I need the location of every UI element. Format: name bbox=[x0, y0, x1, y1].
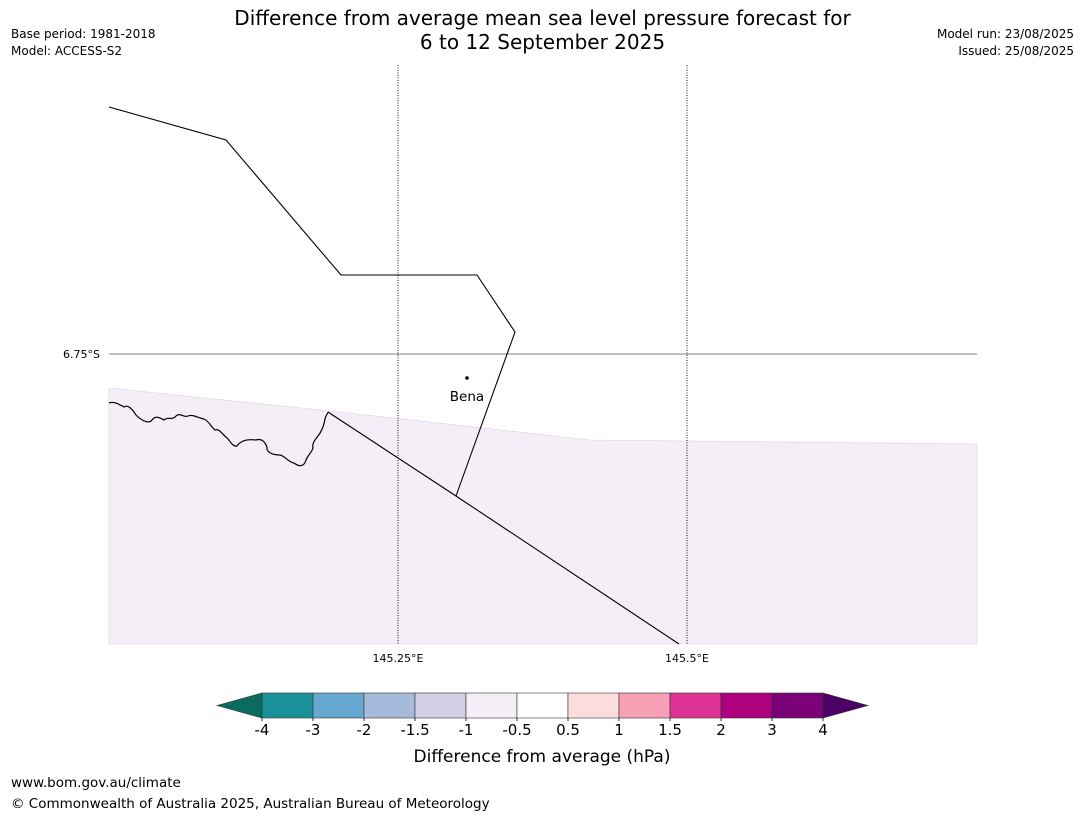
colorbar-tick-label: -1.5 bbox=[400, 721, 429, 739]
map-title: Difference from average mean sea level p… bbox=[0, 6, 1085, 54]
colorbar-tick-label: 2 bbox=[716, 721, 726, 739]
colorbar-swatch bbox=[720, 692, 773, 719]
colorbar-swatch bbox=[567, 692, 620, 719]
latitude-label: 6.75°S bbox=[63, 348, 100, 361]
colorbar-swatch bbox=[516, 692, 569, 719]
colorbar-swatch bbox=[618, 692, 671, 719]
province-boundary bbox=[327, 411, 680, 645]
colorbar-swatch bbox=[771, 692, 824, 719]
colorbar-tick-label: -0.5 bbox=[502, 721, 531, 739]
model-text: Model: ACCESS-S2 bbox=[11, 44, 123, 58]
colorbar-tick-label: -2 bbox=[357, 721, 372, 739]
longitude-label-145-25: 145.25°E bbox=[373, 652, 424, 665]
colorbar-swatch bbox=[669, 692, 722, 719]
colorbar-tick-label: -3 bbox=[306, 721, 321, 739]
map-panel: Bena 6.75°S 145.25°E 145.5°E bbox=[63, 65, 978, 665]
bena-marker bbox=[465, 376, 469, 380]
footer-url: www.bom.gov.au/climate bbox=[11, 775, 181, 791]
colorbar-tick-label: -4 bbox=[255, 721, 270, 739]
colorbar-extend-low bbox=[215, 692, 263, 719]
longitude-label-145-5: 145.5°E bbox=[665, 652, 709, 665]
title-line-1: Difference from average mean sea level p… bbox=[234, 6, 851, 30]
footer-copyright: © Commonwealth of Australia 2025, Austra… bbox=[11, 796, 490, 812]
anomaly-shading bbox=[108, 387, 978, 645]
run-info: Model run: 23/08/2025 Issued: 25/08/2025 bbox=[937, 26, 1074, 60]
colorbar-tick-label: -1 bbox=[459, 721, 474, 739]
colorbar-swatch bbox=[465, 692, 518, 719]
colorbar-tick-label: 3 bbox=[767, 721, 777, 739]
province-boundary bbox=[108, 106, 516, 497]
colorbar-legend: -4 -3 -2 -1.5 -1 -0.5 0.5 1 1.5 2 3 4 bbox=[215, 692, 870, 739]
colorbar-swatch bbox=[261, 692, 314, 719]
colorbar-label: Difference from average (hPa) bbox=[414, 747, 671, 767]
title-line-2: 6 to 12 September 2025 bbox=[419, 30, 666, 54]
colorbar-extend-high bbox=[822, 692, 870, 719]
river bbox=[108, 401, 329, 467]
colorbar-tick-label: 0.5 bbox=[556, 721, 580, 739]
colorbar-tick-label: 1.5 bbox=[658, 721, 682, 739]
model-run-text: Model run: 23/08/2025 bbox=[936, 27, 1074, 41]
model-info: Base period: 1981-2018 Model: ACCESS-S2 bbox=[11, 26, 156, 60]
colorbar-tick-label: 4 bbox=[818, 721, 828, 739]
colorbar-tick-label: 1 bbox=[614, 721, 624, 739]
colorbar-swatch bbox=[414, 692, 467, 719]
issued-text: Issued: 25/08/2025 bbox=[958, 44, 1074, 58]
base-period-text: Base period: 1981-2018 bbox=[11, 27, 156, 41]
bena-label: Bena bbox=[450, 389, 484, 405]
colorbar-swatch bbox=[363, 692, 416, 719]
colorbar-swatch bbox=[312, 692, 365, 719]
